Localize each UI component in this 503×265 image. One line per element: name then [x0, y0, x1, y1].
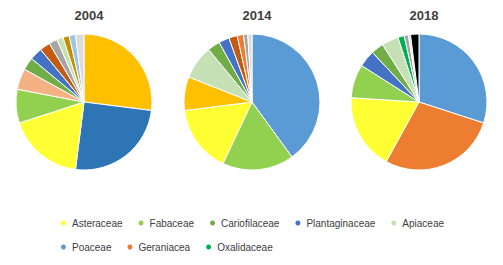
svg-text:Fabaceae: Fabaceae [150, 218, 195, 229]
svg-text:Geraniacea: Geraniacea [138, 242, 190, 253]
svg-text:2014: 2014 [243, 8, 273, 23]
svg-text:Poaceae: Poaceae [72, 242, 112, 253]
svg-text:Plantaginaceae: Plantaginaceae [306, 218, 375, 229]
svg-text:Asteraceae: Asteraceae [72, 218, 123, 229]
svg-text:2004: 2004 [75, 8, 105, 23]
svg-text:Apiaceae: Apiaceae [402, 218, 444, 229]
svg-text:2018: 2018 [410, 8, 439, 23]
svg-text:Oxalidaceae: Oxalidaceae [217, 242, 273, 253]
svg-text:Cariofilaceae: Cariofilaceae [221, 218, 280, 229]
